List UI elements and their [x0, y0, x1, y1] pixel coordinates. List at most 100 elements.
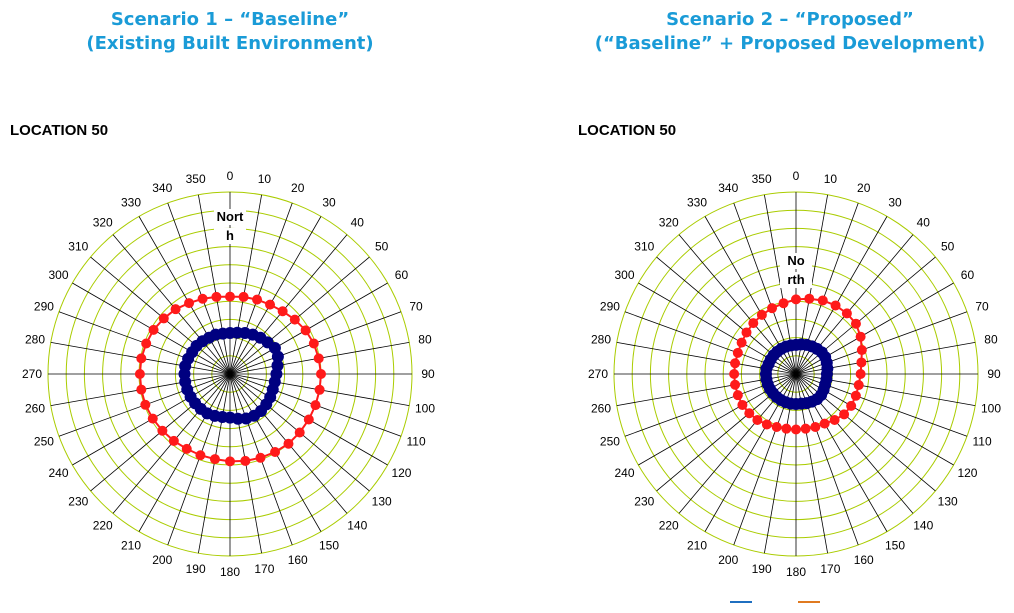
- angle-tick-label: 340: [152, 181, 172, 195]
- angle-tick-label: 300: [49, 268, 69, 282]
- spoke-line: [229, 194, 262, 375]
- scenario-1-title-line-1: Scenario 1 – “Baseline”: [110, 9, 350, 30]
- series-outer-point: [184, 298, 195, 309]
- series-outer-point: [314, 384, 325, 395]
- series-outer-point: [136, 353, 147, 364]
- angle-tick-label: 60: [961, 268, 975, 282]
- series-outer-point: [856, 357, 867, 368]
- series-outer-point: [853, 380, 864, 391]
- angle-tick-label: 40: [917, 215, 931, 229]
- series-outer-point: [225, 456, 235, 467]
- scenario-2-title-line-1: Scenario 2 – “Proposed”: [666, 9, 914, 30]
- angle-tick-label: 210: [687, 538, 707, 552]
- angle-tick-label: 160: [288, 553, 308, 567]
- angle-tick-label: 240: [49, 466, 69, 480]
- angle-tick-label: 260: [25, 401, 45, 415]
- angle-tick-label: 290: [600, 299, 620, 313]
- angle-tick-label: 70: [409, 299, 423, 313]
- series-outer-point: [141, 338, 152, 349]
- angle-tick-label: 220: [93, 519, 113, 533]
- series-inner-point: [784, 339, 797, 352]
- series-outer-point: [839, 409, 850, 420]
- spoke-line: [229, 234, 348, 375]
- series-outer-point: [294, 427, 305, 438]
- series-outer-point: [300, 325, 311, 336]
- angle-tick-label: 170: [820, 562, 840, 576]
- scenario-2-title: Scenario 2 – “Proposed” (“Baseline” + Pr…: [560, 8, 1014, 56]
- series-outer-point: [829, 415, 840, 426]
- angle-tick-label: 320: [659, 215, 679, 229]
- angle-tick-label: 20: [857, 181, 871, 195]
- angle-tick-label: 180: [220, 565, 240, 579]
- north-label-bg: [214, 228, 246, 244]
- angle-tick-label: 60: [395, 268, 409, 282]
- angle-tick-label: 190: [186, 562, 206, 576]
- series-outer-point: [737, 399, 748, 410]
- series-outer-point: [855, 369, 866, 379]
- angle-tick-label: 280: [25, 333, 45, 347]
- angle-tick-label: 150: [885, 538, 905, 552]
- angle-tick-label: 120: [391, 466, 411, 480]
- series-outer-point: [277, 306, 288, 317]
- series-outer-point: [817, 295, 828, 306]
- angle-tick-label: 200: [152, 553, 172, 567]
- series-outer-point: [211, 291, 222, 302]
- series-outer-point: [148, 324, 159, 335]
- angle-tick-label: 210: [121, 538, 141, 552]
- series-outer-point: [841, 308, 852, 319]
- angle-tick-label: 150: [319, 538, 339, 552]
- series-outer-point: [761, 419, 772, 430]
- series-outer-point: [781, 423, 792, 434]
- scenario-1-title: Scenario 1 – “Baseline” (Existing Built …: [30, 8, 430, 56]
- series-outer-point: [804, 293, 815, 304]
- series-outer-point: [736, 337, 747, 348]
- angle-tick-label: 340: [718, 181, 738, 195]
- angle-tick-label: 290: [34, 299, 54, 313]
- series-outer-point: [732, 347, 743, 358]
- spoke-line: [229, 216, 322, 375]
- series-outer-point: [830, 300, 841, 311]
- series-outer-point: [252, 294, 263, 305]
- chart-2-legend: [730, 598, 860, 606]
- angle-tick-label: 330: [121, 196, 141, 210]
- series-outer-point: [181, 443, 192, 454]
- angle-tick-label: 130: [372, 494, 392, 508]
- series-outer-point: [732, 390, 743, 401]
- series-outer-point: [168, 435, 179, 446]
- series-outer-point: [270, 447, 281, 458]
- angle-tick-label: 250: [34, 435, 54, 449]
- angle-tick-label: 170: [254, 562, 274, 576]
- series-outer-point: [147, 413, 158, 424]
- series-outer-point: [265, 299, 276, 310]
- north-label-bg: [780, 272, 812, 288]
- angle-tick-label: 90: [421, 367, 435, 381]
- angle-tick-label: 240: [615, 466, 635, 480]
- angle-tick-label: 10: [258, 172, 272, 186]
- angle-tick-label: 50: [941, 240, 955, 254]
- angle-tick-label: 0: [793, 169, 800, 183]
- angle-tick-label: 130: [938, 494, 958, 508]
- series-outer-point: [846, 400, 857, 411]
- north-label-bg: [214, 209, 246, 225]
- angle-tick-label: 70: [975, 299, 989, 313]
- series-inner-point: [216, 327, 229, 340]
- series-inner-point: [271, 350, 284, 363]
- angle-tick-label: 270: [588, 367, 608, 381]
- location-label-2: LOCATION 50: [578, 122, 677, 139]
- angle-tick-label: 100: [981, 401, 1001, 415]
- angle-tick-label: 310: [68, 240, 88, 254]
- angle-tick-label: 140: [347, 519, 367, 533]
- angle-tick-label: 40: [351, 215, 365, 229]
- angle-tick-label: 250: [600, 435, 620, 449]
- series-outer-point: [850, 390, 861, 401]
- series-outer-point: [744, 408, 755, 419]
- north-label: Nort: [217, 209, 244, 224]
- series-outer-point: [308, 338, 319, 349]
- series-outer-point: [136, 384, 147, 395]
- series-outer-point: [158, 313, 169, 324]
- angle-tick-label: 220: [659, 519, 679, 533]
- series-outer-point: [791, 294, 801, 305]
- angle-tick-label: 110: [972, 435, 991, 449]
- series-outer-point: [303, 414, 314, 425]
- series-outer-point: [767, 303, 778, 314]
